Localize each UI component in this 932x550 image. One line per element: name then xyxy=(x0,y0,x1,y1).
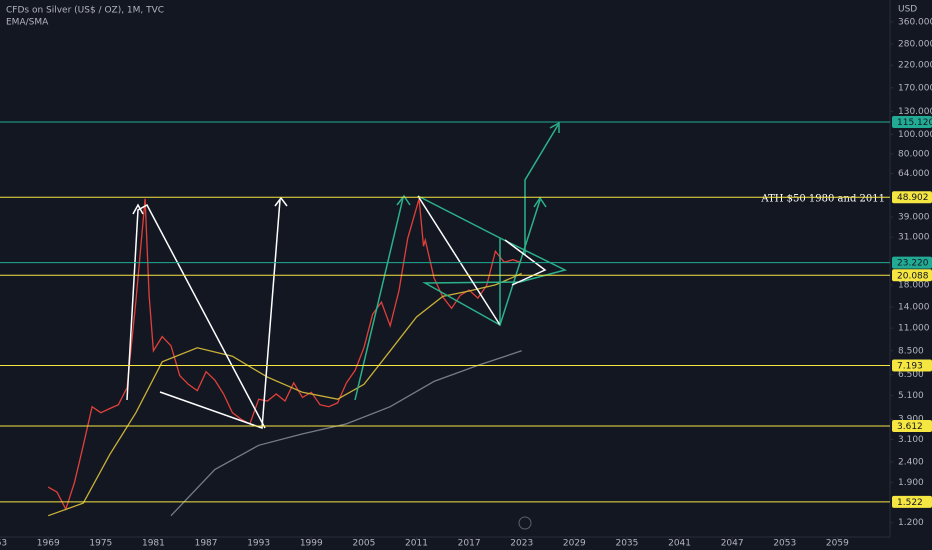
y-tick-label: 11.000 xyxy=(898,324,930,334)
y-tick-label: 31.000 xyxy=(898,233,930,243)
level-tag-label: 7.193 xyxy=(897,361,923,371)
level-tag xyxy=(892,256,932,269)
y-tick-label: 14.000 xyxy=(898,303,930,313)
y-tick-label: 80.000 xyxy=(898,149,930,159)
level-tag xyxy=(892,495,932,508)
level-tag xyxy=(892,116,932,129)
x-tick-label: 2047 xyxy=(721,539,744,549)
x-tick-label: 1993 xyxy=(247,539,270,549)
y-tick-label: 3.900 xyxy=(898,415,924,425)
arrow-head xyxy=(533,196,547,208)
trend-drawing xyxy=(354,197,404,401)
x-tick-label: 2023 xyxy=(510,539,533,549)
level-tag xyxy=(892,419,932,432)
y-tick-label: 8.500 xyxy=(898,346,924,356)
trend-drawing xyxy=(417,195,501,326)
annotation: ATH $50 1980 and 2011 xyxy=(760,194,885,205)
level-tag-label: 3.612 xyxy=(897,422,923,432)
trend-drawing xyxy=(524,124,559,255)
x-tick-label: 1981 xyxy=(142,539,165,549)
y-tick-label: 1.900 xyxy=(898,478,924,488)
level-tag xyxy=(892,359,932,372)
y-tick-label: 3.100 xyxy=(898,435,924,445)
level-tag-label: 20.088 xyxy=(897,271,929,281)
trend-drawing xyxy=(504,239,547,286)
replay-icon[interactable] xyxy=(518,516,532,530)
price-line xyxy=(47,272,522,517)
x-tick-label: 1975 xyxy=(89,539,112,549)
x-tick-label: 1999 xyxy=(300,539,323,549)
x-tick-label: 2059 xyxy=(826,539,849,549)
level-tag xyxy=(892,191,932,204)
y-tick-label: 220.000 xyxy=(898,61,932,71)
y-tick-label: 6.500 xyxy=(898,370,924,380)
arrow-head xyxy=(274,196,288,207)
indicator-label: EMA/SMA xyxy=(6,18,49,28)
y-tick-label: 2.400 xyxy=(898,457,924,467)
y-tick-label: 5.100 xyxy=(898,391,924,401)
x-tick-label: 2035 xyxy=(615,539,638,549)
level-tag-label: 115.120 xyxy=(897,118,932,128)
y-tick-label: 130.000 xyxy=(898,107,932,117)
x-tick-label: 2005 xyxy=(352,539,375,549)
x-tick-label: 1969 xyxy=(37,539,60,549)
currency-label: USD xyxy=(898,5,917,15)
trend-drawing xyxy=(159,199,281,430)
level-tag xyxy=(892,269,932,282)
x-tick-label: 2053 xyxy=(773,539,796,549)
chart-title: CFDs on Silver (US$ / OZ), 1M, TVC xyxy=(6,6,164,16)
x-tick-label: 2017 xyxy=(458,539,481,549)
price-line xyxy=(170,350,522,517)
x-tick-label: 2041 xyxy=(668,539,691,549)
x-tick-label: 1987 xyxy=(195,539,218,549)
y-tick-label: 280.000 xyxy=(898,39,932,49)
level-tag-label: 23.220 xyxy=(897,259,929,269)
arrow-head xyxy=(132,203,144,215)
y-tick-label: 100.000 xyxy=(898,130,932,140)
x-tick-label: 1963 xyxy=(0,539,7,549)
y-tick-label: 18.000 xyxy=(898,280,930,290)
y-tick-label: 360.000 xyxy=(898,17,932,27)
arrow-head xyxy=(396,194,411,206)
trend-drawing xyxy=(126,203,266,429)
x-tick-label: 2011 xyxy=(405,539,428,549)
y-tick-label: 64.000 xyxy=(898,169,930,179)
arrow-head xyxy=(549,121,560,133)
level-tag-label: 1.522 xyxy=(897,498,923,508)
x-tick-label: 2029 xyxy=(563,539,586,549)
y-tick-label: 1.200 xyxy=(898,518,924,528)
y-tick-label: 39.000 xyxy=(898,213,930,223)
level-tag-label: 48.902 xyxy=(897,193,929,203)
y-tick-label: 170.000 xyxy=(898,83,932,93)
